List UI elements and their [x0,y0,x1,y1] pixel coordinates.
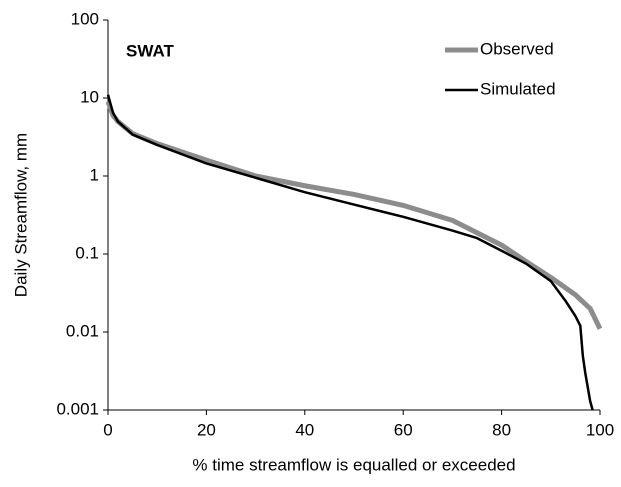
x-tick-label: 80 [492,420,511,439]
x-tick-label: 0 [103,420,112,439]
legend-label: Simulated [480,79,556,98]
annotation: SWAT [126,41,174,60]
series-line [105,100,603,330]
legend-label: Observed [480,39,554,58]
y-tick-label: 0.01 [66,321,99,340]
x-axis-label: % time streamflow is equalled or exceede… [192,455,515,474]
x-tick-label: 20 [197,420,216,439]
x-tick-label: 100 [586,420,614,439]
x-tick-label: 60 [394,420,413,439]
series-line [106,94,594,411]
y-tick-label: 1 [90,165,99,184]
y-tick-label: 100 [71,9,99,28]
x-tick-label: 40 [295,420,314,439]
y-tick-label: 10 [80,87,99,106]
y-tick-label: 0.1 [75,243,99,262]
y-axis-label: Daily Streamflow, mm [11,133,30,297]
y-tick-label: 0.001 [56,399,99,418]
